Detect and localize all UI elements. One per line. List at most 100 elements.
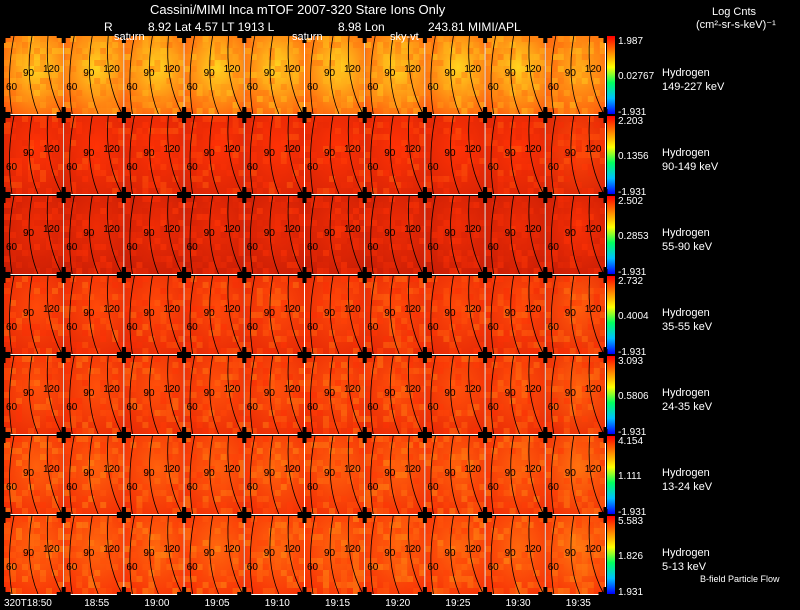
contour-label: 90 [324,548,336,559]
contour-label: 120 [103,64,120,75]
contour-label: 60 [66,562,78,573]
contour-label: 60 [367,162,379,173]
corner-cross [117,114,131,118]
corner-cross [237,114,251,118]
contour-label: 120 [404,64,421,75]
contour-label: 90 [204,228,216,239]
contour-label: 60 [66,162,78,173]
contour-label: 60 [307,162,319,173]
time-label: 320T18:50 [4,597,52,610]
contour-label: 120 [464,64,481,75]
corner-cross [57,592,71,596]
contour-label: 120 [525,384,542,395]
contour-label: 120 [284,544,301,555]
contour-label: 120 [284,304,301,315]
contour-label: 60 [247,562,259,573]
contour-label: 120 [404,384,421,395]
contour-label: 90 [264,148,276,159]
contour-label: 120 [404,144,421,155]
energy-label: 5-13 keV [662,560,710,574]
corner-cross [538,592,552,596]
contour-label: 120 [525,544,542,555]
time-label: 19:35 [566,597,591,610]
corner-cross [57,274,71,278]
species-label: Hydrogen [662,386,712,400]
time-label: 19:15 [325,597,350,610]
corner-cross [177,434,191,438]
corner-cross [478,514,492,518]
energy-label: 24-35 keV [662,400,712,414]
contour-label: 60 [488,242,500,253]
time-label: 19:25 [445,597,470,610]
contour-label: 90 [23,468,35,479]
contour-label: 90 [384,68,396,79]
corner-cross [538,34,552,38]
contour-label: 90 [384,548,396,559]
contour-label: 90 [83,228,95,239]
contour-label: 60 [307,322,319,333]
contour-label: 120 [163,464,180,475]
contour-label: 90 [204,308,216,319]
corner-cross [237,354,251,358]
contour-label: 120 [464,384,481,395]
contour-label: 60 [247,162,259,173]
contour-label: 90 [204,548,216,559]
colorbar-mid: 0.5806 [618,390,649,403]
contour-label: 120 [404,304,421,315]
contour-label: 90 [444,228,456,239]
contour-label: 120 [103,544,120,555]
contour-label: 60 [488,482,500,493]
corner-cross [478,114,492,118]
contour-label: 90 [204,388,216,399]
species-label: Hydrogen [662,66,724,80]
contour-label: 90 [444,548,456,559]
contour-label: 60 [367,562,379,573]
corner-cross [298,514,312,518]
contour-label: 120 [525,304,542,315]
contour-label: 120 [525,64,542,75]
contour-label: 60 [488,82,500,93]
corner-cross [298,274,312,278]
contour-label: 120 [404,464,421,475]
contour-label: 60 [307,482,319,493]
corner-cross [538,194,552,198]
contour-label: 60 [488,162,500,173]
corner-cross [538,114,552,118]
contour-label: 90 [83,148,95,159]
colorbar-max: 2.203 [618,115,643,128]
contour-label: 90 [83,548,95,559]
contour-label: 90 [83,388,95,399]
contour-label: 120 [585,224,602,235]
plot-title: Cassini/MIMI Inca mTOF 2007-320 Stare Io… [150,3,445,16]
contour-label: 60 [6,562,18,573]
contour-label: 90 [505,468,517,479]
corner-cross [0,274,11,278]
contour-label: 120 [163,64,180,75]
corner-cross [358,194,372,198]
colorbar [607,356,615,434]
contour-label: 60 [187,562,199,573]
species-label: Hydrogen [662,306,712,320]
contour-label: 60 [367,482,379,493]
contour-label: 120 [585,464,602,475]
contour-label: 90 [23,308,35,319]
contour-label: 60 [247,402,259,413]
